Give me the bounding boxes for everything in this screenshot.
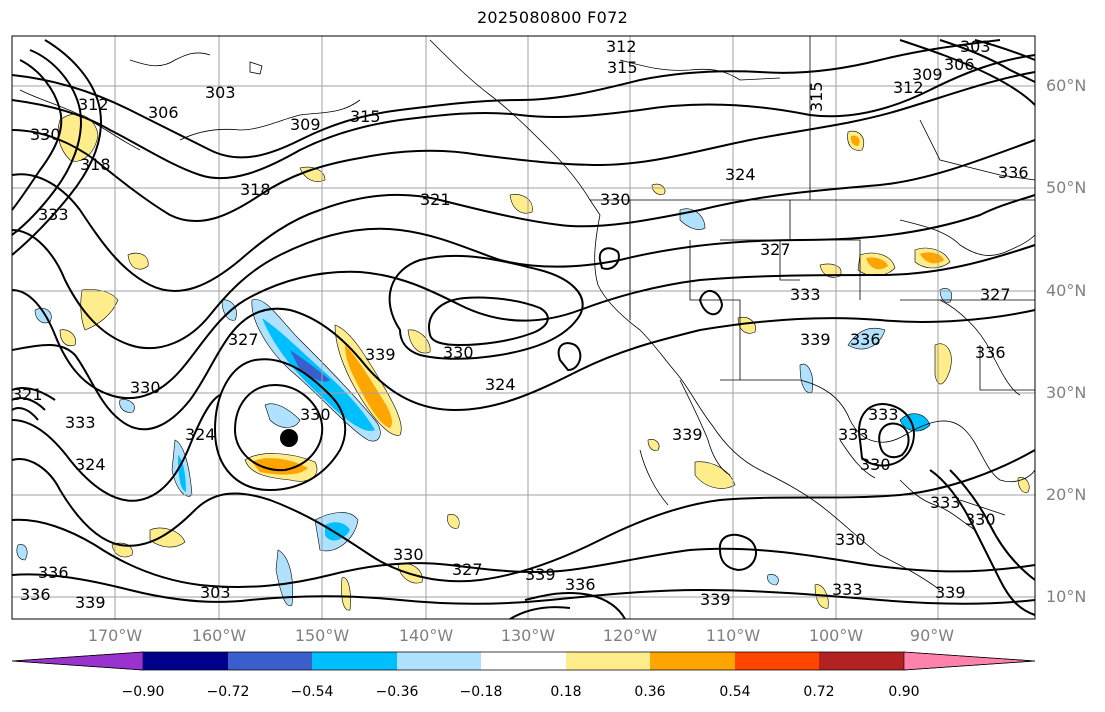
colorbar — [11, 651, 1036, 671]
contour-label: 303 — [960, 37, 991, 56]
shading-layer — [16, 113, 1030, 611]
contour-label: 333 — [868, 405, 899, 424]
colorbar-tick-label: −0.18 — [459, 684, 503, 700]
contour-label: 324 — [725, 165, 756, 184]
lon-label: 160°W — [191, 626, 247, 645]
contour-label: 324 — [75, 455, 106, 474]
lon-label: 90°W — [909, 626, 955, 645]
storm-center-marker — [280, 429, 298, 447]
contour-label: 306 — [944, 55, 975, 74]
lon-label: 130°W — [500, 626, 556, 645]
lat-label: 30°N — [1046, 383, 1087, 402]
map-panel: 312 315 303 306 312 309 315 315 306 303 … — [11, 35, 1036, 620]
contour-label: 324 — [485, 375, 516, 394]
lon-label: 100°W — [808, 626, 864, 645]
contour-label: 336 — [38, 563, 69, 582]
lat-label: 40°N — [1046, 281, 1087, 300]
colorbar-tick-label: 0.18 — [550, 684, 582, 700]
colorbar-tick-label: 0.36 — [634, 684, 666, 700]
contour-label: 339 — [935, 583, 966, 602]
contour-label: 321 — [420, 190, 451, 209]
contour-label: 318 — [240, 180, 271, 199]
lat-label: 60°N — [1046, 76, 1087, 95]
contour-label: 327 — [228, 330, 259, 349]
contour-label: 339 — [75, 593, 106, 612]
contour-label: 333 — [790, 285, 821, 304]
map-title: 2025080800 F072 — [476, 8, 629, 27]
colorbar-tick-label: −0.36 — [375, 684, 419, 700]
contour-label: 303 — [205, 83, 236, 102]
colorbar-tick-label: −0.54 — [290, 684, 334, 700]
colorbar-tick-label: 0.90 — [888, 684, 920, 700]
contour-label: 339 — [672, 425, 703, 444]
colorbar-tick-label: −0.90 — [121, 684, 165, 700]
contour-label: 309 — [912, 65, 943, 84]
contour-label: 330 — [443, 343, 474, 362]
colorbar-tick-label: 0.72 — [803, 684, 835, 700]
contour-label: 330 — [835, 530, 866, 549]
contour-label: 333 — [38, 205, 69, 224]
contour-label: 306 — [148, 103, 179, 122]
lon-label: 150°W — [294, 626, 350, 645]
contour-label: 336 — [998, 163, 1029, 182]
contour-label: 315 — [350, 107, 381, 126]
contour-lines — [11, 39, 1036, 620]
lon-label: 120°W — [602, 626, 658, 645]
contour-label: 309 — [290, 115, 321, 134]
contour-label: 330 — [860, 455, 891, 474]
contour-label: 333 — [930, 493, 961, 512]
contour-label: 333 — [838, 425, 869, 444]
contour-label: 315 — [807, 81, 826, 112]
contour-label: 330 — [30, 125, 61, 144]
contour-label: 336 — [975, 343, 1006, 362]
contour-label: 327 — [452, 560, 483, 579]
contour-label: 327 — [980, 285, 1011, 304]
contour-label: 330 — [600, 190, 631, 209]
contour-label: 327 — [760, 240, 791, 259]
contour-label: 330 — [393, 545, 424, 564]
contour-label: 318 — [80, 155, 111, 174]
contour-label: 333 — [65, 413, 96, 432]
contour-label: 336 — [565, 575, 596, 594]
lon-label: 140°W — [398, 626, 454, 645]
contour-label: 303 — [200, 583, 231, 602]
contour-label: 339 — [800, 330, 831, 349]
contour-label: 324 — [185, 425, 216, 444]
lat-label: 50°N — [1046, 178, 1087, 197]
contour-labels: 312 315 303 306 312 309 315 315 306 303 … — [12, 37, 1029, 612]
contour-label: 339 — [525, 565, 556, 584]
lat-label: 20°N — [1046, 485, 1087, 504]
contour-label: 312 — [893, 78, 924, 97]
contour-label: 315 — [607, 58, 638, 77]
colorbar-tick-label: −0.72 — [206, 684, 250, 700]
contour-label: 333 — [832, 580, 863, 599]
contour-label: 339 — [365, 345, 396, 364]
contour-label: 336 — [20, 585, 51, 604]
contour-label: 336 — [850, 330, 881, 349]
lat-label: 10°N — [1046, 587, 1087, 606]
contour-label: 312 — [78, 95, 109, 114]
lon-label: 170°W — [87, 626, 143, 645]
colorbar-tick-label: 0.54 — [719, 684, 751, 700]
lon-label: 110°W — [705, 626, 761, 645]
contour-label: 330 — [130, 378, 161, 397]
contour-label: 339 — [700, 590, 731, 609]
contour-label: 321 — [12, 385, 43, 404]
gridlines — [12, 36, 1035, 619]
contour-label: 312 — [606, 37, 637, 56]
contour-label: 330 — [300, 405, 331, 424]
contour-label: 330 — [965, 510, 996, 529]
